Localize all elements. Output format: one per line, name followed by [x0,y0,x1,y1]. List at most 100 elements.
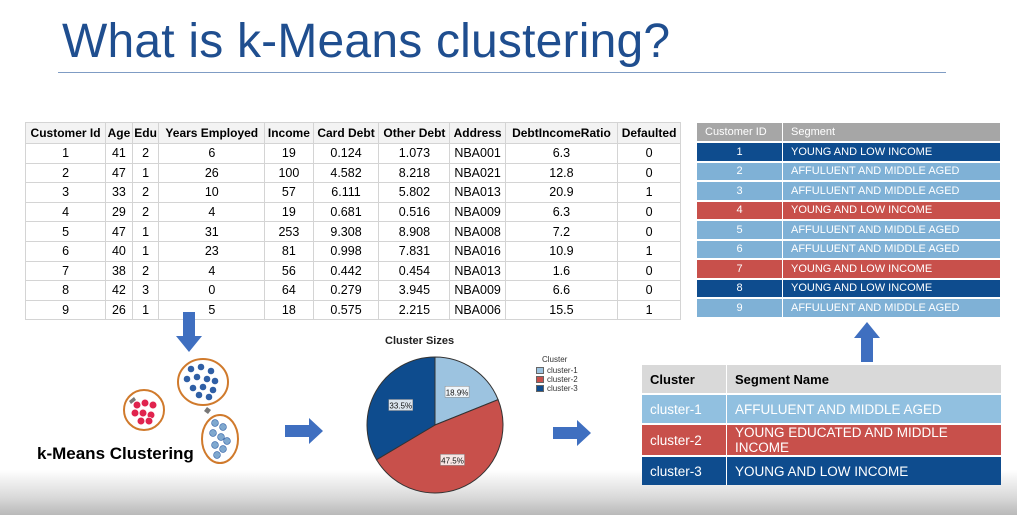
table-cell: 1 [131,240,160,262]
table-cell: NBA001 [449,143,506,164]
table-cell: 0.516 [378,201,451,223]
table-cell: 0 [617,260,681,282]
connector-icon [204,407,211,414]
table-cell: 42 [105,280,133,301]
customer-table-header-cell: Edu [131,122,160,144]
table-cell: 2.215 [378,299,451,321]
segment-customer-id: 8 [697,279,783,297]
table-cell: 3 [24,182,107,203]
legend-item: cluster-1 [536,366,578,375]
customer-table-header-cell: Years Employed [158,122,266,144]
arrow-right-icon [553,420,591,446]
data-point-blue [189,384,197,392]
table-cell: NBA013 [449,182,506,203]
cluster-name: cluster-3 [642,457,727,485]
cluster-row: cluster-1 AFFULUENT AND MIDDLE AGED [642,395,1001,423]
data-point-red [132,400,142,410]
table-cell: 6.6 [504,280,619,301]
data-point-red [136,416,146,426]
data-point-blue [197,363,205,371]
segment-header-segment: Segment [783,123,1000,141]
table-cell: 2 [24,162,107,184]
table-cell: 1 [24,143,107,164]
segment-customer-id: 3 [697,182,783,200]
table-cell: NBA008 [449,221,506,242]
data-point-red [138,408,148,418]
table-row: 2 47 1 26 100 4.582 8.218 NBA021 12.8 0 [24,162,681,184]
table-cell: 4 [158,260,266,282]
table-cell: 7 [24,260,107,282]
table-cell: 47 [105,162,133,184]
table-cell: 2 [131,201,160,223]
segment-name: YOUNG AND LOW INCOME [783,279,1000,297]
data-point-lightblue [217,433,225,441]
legend-label: cluster-1 [547,366,578,375]
customer-table-header-cell: Other Debt [378,122,451,144]
table-cell: 0.998 [312,240,380,262]
customer-table-header-cell: Defaulted [617,122,681,144]
pie-label-cluster-2: 47.5% [440,454,465,466]
data-point-lightblue [219,423,227,431]
table-cell: 57 [264,182,314,203]
table-cell: 26 [105,299,133,321]
cluster-header-cluster: Cluster [642,365,727,393]
segment-row: 6 AFFULUENT AND MIDDLE AGED [697,240,1000,258]
legend-swatch [536,367,544,374]
segment-customer-id: 6 [697,240,783,258]
table-cell: 0.442 [312,260,380,282]
data-point-blue [193,373,201,381]
table-cell: 0 [617,162,681,184]
segment-customer-id: 7 [697,260,783,278]
data-point-blue [205,393,213,401]
legend-item: cluster-3 [536,384,578,393]
legend-swatch [536,376,544,383]
table-cell: 6.111 [312,182,380,203]
table-cell: 8.908 [378,221,451,242]
table-cell: 41 [105,143,133,164]
table-cell: NBA016 [449,240,506,262]
table-cell: 0.681 [312,201,380,223]
table-cell: 9 [24,299,107,321]
table-cell: 1 [131,299,160,321]
data-point-lightblue [211,419,219,427]
cluster-segment-name: YOUNG EDUCATED AND MIDDLE INCOME [727,425,1001,455]
pie-slice-cluster-2 [375,398,504,494]
segment-customer-id: 4 [697,201,783,219]
table-cell: 23 [158,240,266,262]
connector-icon [129,397,136,404]
table-cell: 5 [158,299,266,321]
legend-label: cluster-3 [547,384,578,393]
segment-row: 2 AFFULUENT AND MIDDLE AGED [697,162,1000,180]
customer-table-header-cell: Income [264,122,314,144]
data-point-lightblue [209,429,217,437]
pie-chart: 18.9% 47.5% 33.5% [366,356,504,494]
table-row: 9 26 1 5 18 0.575 2.215 NBA006 15.5 1 [24,299,681,321]
legend-swatch [536,385,544,392]
table-cell: 19 [264,201,314,223]
data-point-blue [203,375,211,383]
segment-row: 9 AFFULUENT AND MIDDLE AGED [697,299,1000,317]
table-cell: 0 [617,280,681,301]
table-cell: 2 [131,143,160,164]
segment-customer-id: 5 [697,221,783,239]
data-point-red [140,398,150,408]
table-cell: 29 [105,201,133,223]
table-cell: 2 [131,260,160,282]
table-cell: 31 [158,221,266,242]
segment-name: AFFULUENT AND MIDDLE AGED [783,221,1000,239]
table-cell: 1 [131,221,160,242]
data-point-blue [207,367,215,375]
table-cell: 10 [158,182,266,203]
customer-table: Customer Id Age Edu Years Employed Income Car… [24,122,681,321]
table-cell: 26 [158,162,266,184]
table-cell: 64 [264,280,314,301]
cluster-segment-name: YOUNG AND LOW INCOME [727,457,1001,485]
segment-row: 4 YOUNG AND LOW INCOME [697,201,1000,219]
table-cell: 19 [264,143,314,164]
table-cell: 81 [264,240,314,262]
table-cell: 0.454 [378,260,451,282]
table-cell: 0.279 [312,280,380,301]
data-point-blue [211,377,219,385]
segment-row: 7 YOUNG AND LOW INCOME [697,260,1000,278]
segment-table: Customer ID Segment 1 YOUNG AND LOW INCOM… [697,121,1000,319]
